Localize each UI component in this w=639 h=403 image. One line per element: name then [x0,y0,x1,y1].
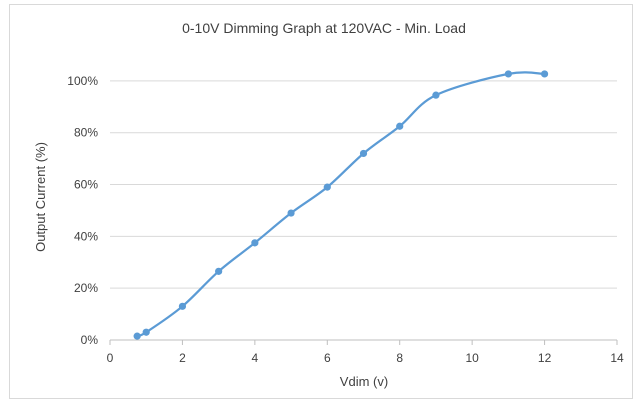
x-tick-label: 2 [179,351,186,365]
data-point [540,70,549,78]
x-tick-label: 10 [465,351,479,365]
y-tick-label: 80% [74,126,98,140]
gridlines [110,80,617,289]
data-point [323,183,331,191]
series-line [136,71,545,338]
data-point [142,328,150,336]
x-tick-label: 4 [252,351,259,365]
x-tick-label: 8 [396,351,403,365]
data-point [251,239,259,247]
x-tick-label: 14 [610,351,624,365]
y-tick-label: 100% [67,74,98,88]
series-points [133,70,549,340]
x-tick-label: 12 [538,351,552,365]
x-axis-title: Vdim (v) [340,374,388,389]
chart-area [9,4,633,399]
data-point [133,332,141,340]
data-point [396,122,404,130]
x-axis-ticks: 0 2 4 6 8 10 12 14 [107,340,624,365]
data-point [287,209,295,217]
y-tick-label: 60% [74,178,98,192]
data-point [504,70,512,78]
data-point [215,267,223,275]
data-point [359,149,368,158]
y-tick-label: 20% [74,281,98,295]
x-tick-label: 0 [107,351,114,365]
y-axis-ticks: 0% 20% 40% 60% 80% 100% [67,74,98,347]
y-tick-label: 0% [81,333,99,347]
chart-title: 0-10V Dimming Graph at 120VAC - Min. Loa… [182,20,466,36]
y-tick-label: 40% [74,229,98,243]
data-point [178,302,187,310]
data-point [432,91,440,99]
x-tick-label: 6 [324,351,331,365]
y-axis-title: Output Current (%) [33,142,48,252]
